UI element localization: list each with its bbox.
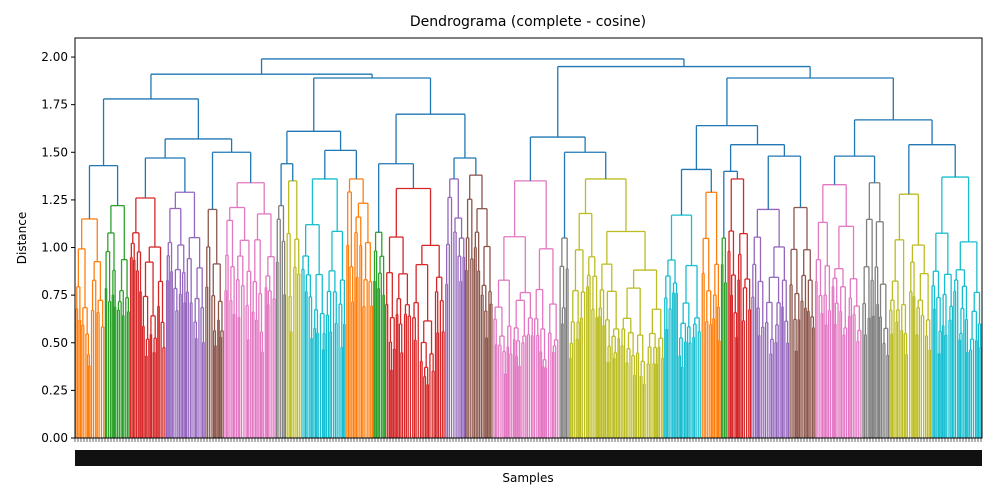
x-tick-labels [75,450,982,466]
dendrogram-branches [75,58,982,438]
x-axis-label: Samples [502,471,553,485]
y-tick-label: 0.00 [41,431,68,445]
y-tick-label: 1.50 [41,145,68,159]
y-tick-label: 0.75 [41,288,68,302]
x-axis [74,438,982,466]
plot-frame [74,37,983,439]
y-tick-label: 1.00 [41,241,68,255]
y-axis: 0.00 0.25 0.50 0.75 1.00 1.25 1.50 1.75 2.00 [41,50,75,445]
y-tick-label: 0.25 [41,383,68,397]
y-tick-label: 1.25 [41,193,68,207]
y-tick-label: 0.50 [41,336,68,350]
chart-title: Dendrograma (complete - cosine) [410,14,646,30]
y-tick-label: 1.75 [41,98,68,112]
y-axis-label: Distance [15,212,29,264]
y-tick-label: 2.00 [41,50,68,64]
